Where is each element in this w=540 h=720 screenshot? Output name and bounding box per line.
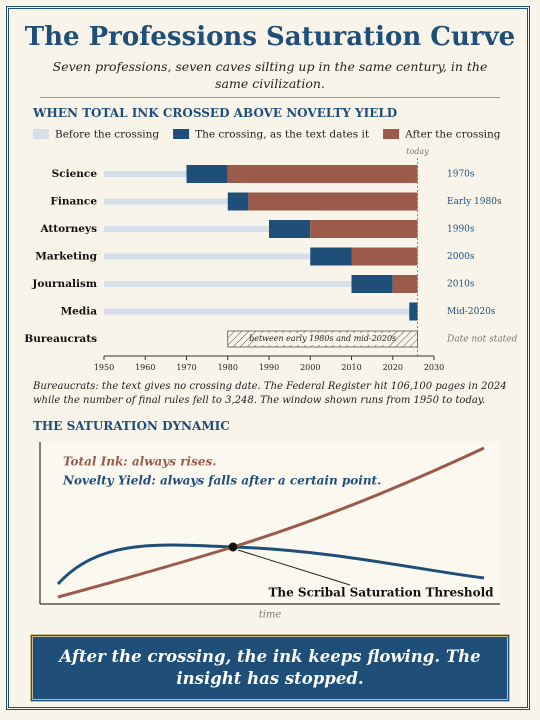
x-axis-label: time bbox=[259, 610, 282, 621]
title: The Professions Saturation Curve bbox=[24, 22, 516, 52]
value-label: Date not stated bbox=[446, 335, 518, 345]
x-tick-label: 1980 bbox=[218, 363, 238, 372]
category-label: Science bbox=[52, 168, 98, 180]
crossing-bar bbox=[227, 192, 249, 211]
window-label: between early 1980s and mid-2020s bbox=[249, 334, 396, 343]
note: Bureaucrats: the text gives no crossing … bbox=[33, 381, 507, 406]
legend-label: After the crossing bbox=[404, 129, 501, 141]
legend-swatch bbox=[173, 129, 190, 139]
section-heading: THE SATURATION DYNAMIC bbox=[33, 419, 230, 433]
chart: Before the crossing The crossing, as the … bbox=[24, 129, 518, 373]
legend-swatch bbox=[33, 129, 49, 139]
section-heading: WHEN TOTAL INK CROSSED ABOVE NOVELTY YIE… bbox=[33, 106, 398, 120]
pointer bbox=[237, 549, 351, 586]
x-tick-label: 2020 bbox=[383, 363, 403, 372]
after-bar bbox=[227, 165, 418, 183]
before-bar bbox=[104, 198, 228, 205]
crossing-bar bbox=[409, 302, 418, 321]
threshold-label: The Scribal Saturation Threshold bbox=[268, 586, 494, 600]
ink-label: Total Ink: always rises. bbox=[63, 455, 216, 469]
x-tick-label: 2010 bbox=[341, 363, 361, 372]
x-tick-label: 1950 bbox=[94, 363, 114, 372]
category-label: Marketing bbox=[35, 251, 97, 263]
x-tick-label: 2030 bbox=[424, 363, 444, 372]
novelty-label: Novelty Yield: always falls after a cert… bbox=[62, 474, 381, 488]
concept-diagram: Total Ink: always rises. Novelty Yield: … bbox=[39, 442, 500, 621]
after-bar bbox=[351, 247, 418, 266]
crossing-bar bbox=[269, 220, 311, 238]
after-bar bbox=[248, 192, 418, 211]
panel bbox=[40, 442, 500, 603]
after-bar bbox=[392, 275, 418, 293]
x-tick-label: 2000 bbox=[300, 363, 320, 372]
category-label: Finance bbox=[50, 196, 97, 208]
x-tick-label: 1970 bbox=[176, 363, 196, 372]
value-label: 1990s bbox=[447, 225, 475, 235]
value-label: 1970s bbox=[447, 170, 475, 180]
value-label: 2000s bbox=[447, 252, 475, 262]
subtitle: Seven professions, seven caves silting u… bbox=[52, 59, 488, 91]
frame bbox=[6, 6, 530, 710]
before-bar bbox=[104, 253, 311, 260]
category-label: Bureaucrats bbox=[24, 333, 97, 345]
crossing-bar bbox=[351, 275, 393, 293]
category-label: Attorneys bbox=[39, 223, 97, 235]
crossing-bar bbox=[186, 165, 228, 183]
footer-banner: After the crossing, the ink keeps flowin… bbox=[30, 634, 510, 702]
legend-swatch bbox=[383, 129, 400, 139]
threshold-point bbox=[228, 542, 238, 552]
before-bar bbox=[104, 171, 187, 177]
before-bar bbox=[104, 281, 352, 287]
value-label: Mid-2020s bbox=[447, 307, 496, 317]
category-label: Media bbox=[61, 306, 98, 318]
today-label: today bbox=[406, 147, 429, 156]
crossing-bar bbox=[310, 247, 352, 266]
legend-label: The crossing, as the text dates it bbox=[195, 129, 370, 141]
ink-curve bbox=[57, 446, 485, 599]
x-tick-label: 1990 bbox=[259, 363, 279, 372]
before-bar bbox=[104, 308, 410, 315]
legend-label: Before the crossing bbox=[55, 129, 159, 141]
value-label: Early 1980s bbox=[447, 197, 502, 207]
x-tick-label: 1960 bbox=[135, 363, 155, 372]
category-label: Journalism bbox=[31, 278, 97, 290]
after-bar bbox=[310, 220, 418, 238]
window-label-bg bbox=[254, 333, 391, 345]
before-bar bbox=[104, 226, 269, 232]
value-label: 2010s bbox=[447, 280, 475, 290]
divider bbox=[40, 97, 500, 98]
